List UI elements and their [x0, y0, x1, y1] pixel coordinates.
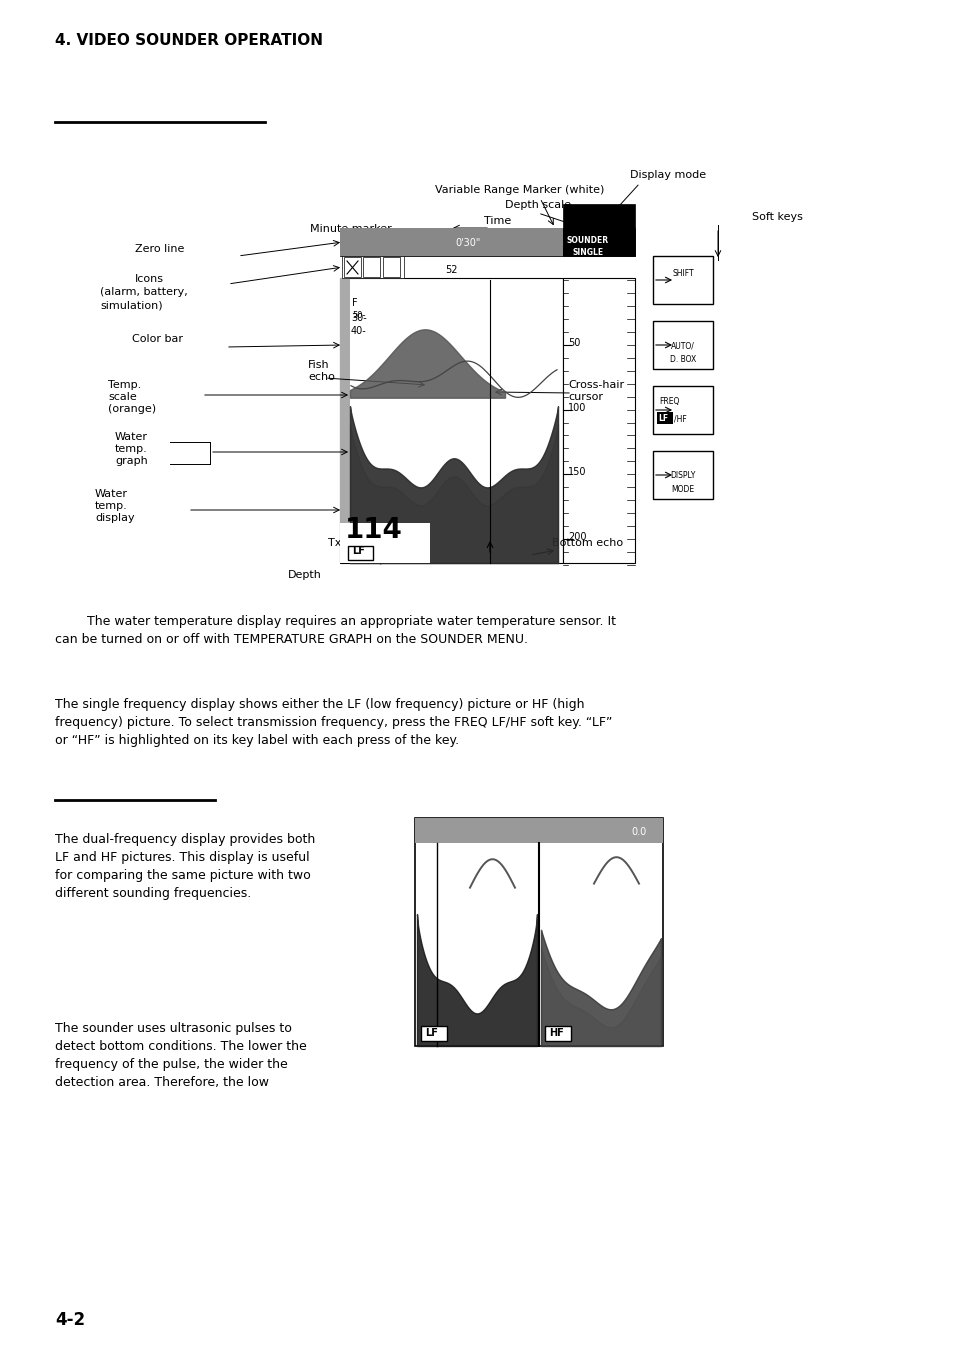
Text: 50-: 50- [352, 311, 365, 320]
Bar [652, 255, 712, 304]
Text: DISPLY: DISPLY [670, 471, 695, 481]
Text: Depth: Depth [288, 570, 321, 580]
Text: Tx frequency: Tx frequency [328, 538, 400, 549]
Bar [339, 278, 562, 563]
Text: 0.0: 0.0 [630, 827, 645, 838]
Text: 114: 114 [345, 516, 402, 544]
Text: Water: Water [115, 432, 148, 442]
Text: SINGLE: SINGLE [573, 249, 603, 257]
Text: Minute marker: Minute marker [310, 224, 392, 234]
Text: F: F [352, 299, 357, 308]
Text: Time: Time [483, 216, 511, 226]
Text: Icons: Icons [135, 274, 164, 284]
Text: echo: echo [308, 372, 335, 382]
Text: AUTO/: AUTO/ [670, 342, 694, 350]
Bar [420, 1025, 447, 1042]
Bar [657, 412, 672, 424]
Bar [363, 257, 379, 277]
Bar [339, 228, 635, 255]
Bar [652, 386, 712, 434]
Text: Color bar: Color bar [132, 334, 183, 345]
Text: 52: 52 [444, 265, 457, 276]
Bar [415, 817, 662, 843]
Text: Bottom echo: Bottom echo [552, 538, 622, 549]
Text: D. BOX: D. BOX [669, 354, 696, 363]
Text: (alarm, battery,: (alarm, battery, [100, 286, 188, 297]
Bar [652, 451, 712, 499]
Text: 40-: 40- [351, 326, 366, 336]
Text: LF: LF [352, 546, 364, 557]
Text: Fish: Fish [308, 359, 330, 370]
Text: 150: 150 [567, 467, 586, 477]
Text: temp.: temp. [95, 501, 128, 511]
Bar [339, 228, 562, 255]
Bar [344, 257, 360, 277]
Text: 4. VIDEO SOUNDER OPERATION: 4. VIDEO SOUNDER OPERATION [55, 32, 323, 49]
Bar [652, 322, 712, 369]
Text: SOUNDER: SOUNDER [566, 236, 608, 245]
Text: temp.: temp. [115, 444, 148, 454]
Text: 100: 100 [567, 403, 586, 412]
Text: 200: 200 [567, 532, 586, 542]
Bar [562, 204, 635, 255]
Text: The sounder uses ultrasonic pulses to
detect bottom conditions. The lower the
fr: The sounder uses ultrasonic pulses to de… [55, 1021, 307, 1089]
Text: Water: Water [95, 489, 128, 499]
Bar [415, 843, 538, 1046]
Bar [382, 257, 399, 277]
Text: FREQ: FREQ [659, 397, 679, 407]
Text: 4-2: 4-2 [55, 1310, 85, 1329]
Text: The single frequency display shows either the LF (low frequency) picture or HF (: The single frequency display shows eithe… [55, 698, 612, 747]
Bar [415, 817, 662, 1046]
Text: 0'30": 0'30" [455, 238, 480, 249]
Text: Display mode: Display mode [629, 170, 705, 180]
Bar [562, 278, 635, 563]
Text: (orange): (orange) [108, 404, 156, 413]
Text: HF: HF [548, 1028, 563, 1038]
Text: SHIFT: SHIFT [672, 269, 693, 278]
Bar [341, 255, 403, 278]
Text: Variable Range Marker (white): Variable Range Marker (white) [435, 185, 604, 195]
Text: Cross-hair: Cross-hair [567, 380, 623, 390]
Bar [538, 843, 662, 1046]
Bar [348, 546, 373, 561]
Text: 0: 0 [561, 240, 568, 250]
Text: Zero line: Zero line [135, 245, 184, 254]
Text: cursor: cursor [567, 392, 602, 403]
Text: graph: graph [115, 457, 148, 466]
Text: 50: 50 [567, 338, 579, 347]
Text: The water temperature display requires an appropriate water temperature sensor. : The water temperature display requires a… [55, 615, 616, 646]
Text: Soft keys: Soft keys [751, 212, 802, 222]
Text: LF: LF [658, 413, 667, 423]
Text: Temp.: Temp. [108, 380, 141, 390]
Text: The dual-frequency display provides both
LF and HF pictures. This display is use: The dual-frequency display provides both… [55, 834, 314, 900]
Bar [544, 1025, 571, 1042]
Text: simulation): simulation) [100, 300, 162, 309]
Text: display: display [95, 513, 134, 523]
Text: LF: LF [424, 1028, 437, 1038]
Text: MODE: MODE [671, 485, 694, 493]
Text: scale: scale [108, 392, 136, 403]
Bar [339, 523, 430, 563]
Text: /HF: /HF [673, 413, 686, 423]
Text: -: - [567, 232, 572, 243]
Text: Depth scale: Depth scale [504, 200, 571, 209]
Bar [339, 278, 350, 563]
Text: 30-: 30- [351, 313, 366, 323]
